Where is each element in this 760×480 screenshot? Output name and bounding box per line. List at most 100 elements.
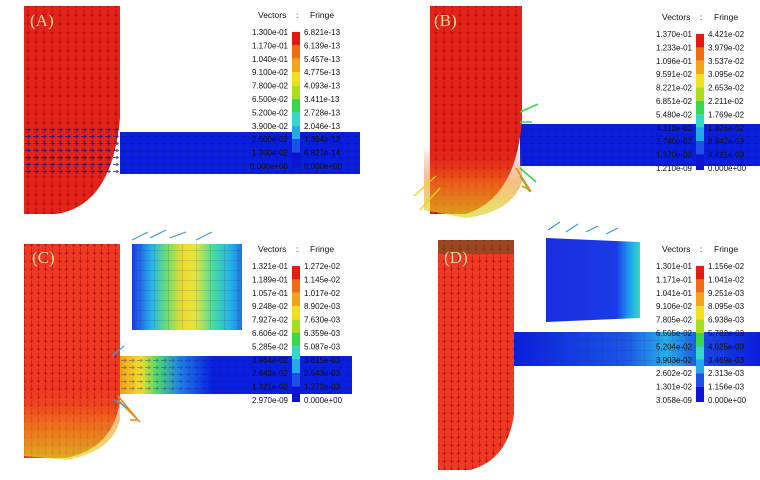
vector-value-label: 1.321e-01 (252, 262, 289, 271)
fringe-value-label: 0.000e+00 (304, 396, 343, 405)
color-scale-bin (292, 306, 300, 320)
fringe-value-label: 4.625e-03 (708, 342, 745, 351)
fringe-value-label: 3.095e-02 (708, 70, 745, 79)
panel-a: (A) Vectors: Fringe 1.300e-01 6.821e-13 1.17… (24, 6, 360, 214)
color-scale-bin (696, 292, 704, 307)
color-scale-bin (292, 139, 300, 153)
fringe-value-label: 2.046e-13 (304, 122, 341, 131)
fringe-header: Fringe (714, 12, 738, 22)
fringe-value-label: 4.421e-02 (708, 30, 745, 39)
header-separator: : (700, 244, 702, 254)
vector-value-label: 5.285e-02 (252, 342, 289, 351)
legend-a: Vectors: Fringe 1.300e-01 6.821e-13 1.170e-0… (250, 10, 343, 171)
legend-b: Vectors: Fringe 1.370e-01 4.421e-02 1.233e-0… (656, 12, 747, 173)
fringe-value-label: 3.537e-02 (708, 57, 745, 66)
legend-d: Vectors: Fringe 1.301e-01 1.156e-02 1.171e-0… (656, 244, 747, 405)
color-scale-bin (292, 32, 300, 46)
color-scale-bin (292, 45, 300, 59)
vector-value-label: 7.927e-02 (252, 316, 289, 325)
color-scale-bin (696, 114, 704, 128)
punch-a (24, 6, 120, 214)
panel-label-c: (C) (32, 248, 55, 267)
fringe-value-label: 1.364e-13 (304, 135, 341, 144)
color-scale-min-tick (292, 399, 300, 402)
fringe-value-label: 0.000e+00 (708, 396, 747, 405)
fringe-value-label: 5.087e-03 (304, 342, 341, 351)
vector-value-label: 3.900e-02 (252, 122, 289, 131)
fringe-value-label: 6.821e-13 (304, 28, 341, 37)
fringe-value-label: 5.782e-03 (708, 329, 745, 338)
fringe-value-label: 9.251e-03 (708, 289, 745, 298)
color-scale-bin (696, 34, 704, 48)
fringe-value-label: 3.979e-02 (708, 43, 745, 52)
fringe-value-label: 2.653e-02 (708, 84, 745, 93)
vector-value-label: 3.964e-02 (252, 356, 289, 365)
fringe-value-label: 0.000e+00 (708, 164, 747, 173)
vector-value-label: 9.591e-02 (656, 70, 693, 79)
panel-d: (D) Vectors: Fringe 1.301e-01 1.156e-02 1.17… (438, 221, 760, 470)
vector-value-label: 1.040e-01 (252, 55, 289, 64)
color-scale-bin (292, 333, 300, 347)
fringe-value-label: 3.411e-13 (304, 95, 340, 104)
color-scale-bin (292, 279, 300, 293)
fringe-header: Fringe (310, 10, 334, 20)
color-scale-bin (292, 386, 300, 400)
color-scale-min-tick (696, 167, 704, 170)
color-scale-bin (292, 373, 300, 387)
header-separator: : (700, 12, 702, 22)
fringe-value-label: 1.272e-02 (304, 262, 341, 271)
fringe-header: Fringe (310, 244, 334, 254)
color-scale-bin (696, 266, 704, 280)
header-separator: : (296, 10, 298, 20)
vector-value-label: 1.300e-01 (252, 28, 289, 37)
vector-value-label: 1.171e-01 (656, 275, 693, 284)
color-scale-bin (696, 306, 704, 320)
panel-b: (B) Vectors: Fringe 1.370e-01 4.421e-02 1.23… (413, 6, 760, 218)
fringe-value-label: 6.139e-13 (304, 41, 341, 50)
vector-value-label: 5.480e-02 (656, 110, 693, 119)
vector-value-label: 3.058e-09 (656, 396, 693, 405)
vector-value-label: 5.204e-02 (656, 342, 693, 351)
fringe-value-label: 2.728e-13 (304, 108, 341, 117)
fringe-value-label: 2.313e-03 (708, 369, 745, 378)
header-separator: : (296, 244, 298, 254)
vector-value-label: 1.170e-01 (252, 41, 289, 50)
color-scale-bin (696, 87, 704, 101)
fringe-value-label: 4.093e-13 (304, 82, 341, 91)
vector-value-label: 6.505e-02 (656, 329, 693, 338)
fringe-value-label: 1.769e-02 (708, 110, 745, 119)
fringe-value-label: 5.457e-13 (304, 55, 341, 64)
color-scale-bin (292, 125, 300, 140)
vector-value-label: 6.606e-02 (252, 329, 289, 338)
color-scale-bin (696, 333, 704, 347)
vector-value-label: 5.200e-02 (252, 108, 289, 117)
vector-value-label: 9.106e-02 (656, 302, 693, 311)
color-scale-bin (292, 85, 300, 99)
vector-value-label: 1.301e-02 (656, 383, 693, 392)
vector-value-label: 3.903e-02 (656, 356, 693, 365)
fringe-value-label: 1.145e-02 (304, 275, 341, 284)
fringe-value-label: 1.156e-03 (708, 383, 745, 392)
vector-value-label: 1.096e-01 (656, 57, 693, 66)
vectors-header: Vectors (258, 244, 286, 254)
vectors-header: Vectors (662, 244, 690, 254)
vector-value-label: 1.321e-02 (252, 383, 289, 392)
vector-value-label: 7.805e-02 (656, 316, 693, 325)
vector-value-label: 6.851e-02 (656, 97, 693, 106)
fringe-header: Fringe (714, 244, 738, 254)
fringe-value-label: 4.775e-13 (304, 68, 341, 77)
vector-value-label: 1.189e-01 (252, 275, 289, 284)
color-scale-bin (696, 279, 704, 293)
color-scale-bin (292, 72, 300, 86)
fringe-value-label: 1.156e-02 (708, 262, 745, 271)
fringe-value-label: 7.630e-03 (304, 316, 341, 325)
fringe-value-label: 6.821e-14 (304, 149, 341, 158)
vector-value-label: 8.221e-02 (656, 84, 693, 93)
fringe-value-label: 2.543e-03 (304, 369, 341, 378)
panel-label-b: (B) (434, 11, 457, 30)
color-scale-bin (696, 127, 704, 142)
vectors-header: Vectors (258, 10, 286, 20)
panel-label-d: (D) (444, 248, 468, 267)
color-scale-bin (696, 359, 704, 374)
vector-value-label: 7.800e-02 (252, 82, 289, 91)
